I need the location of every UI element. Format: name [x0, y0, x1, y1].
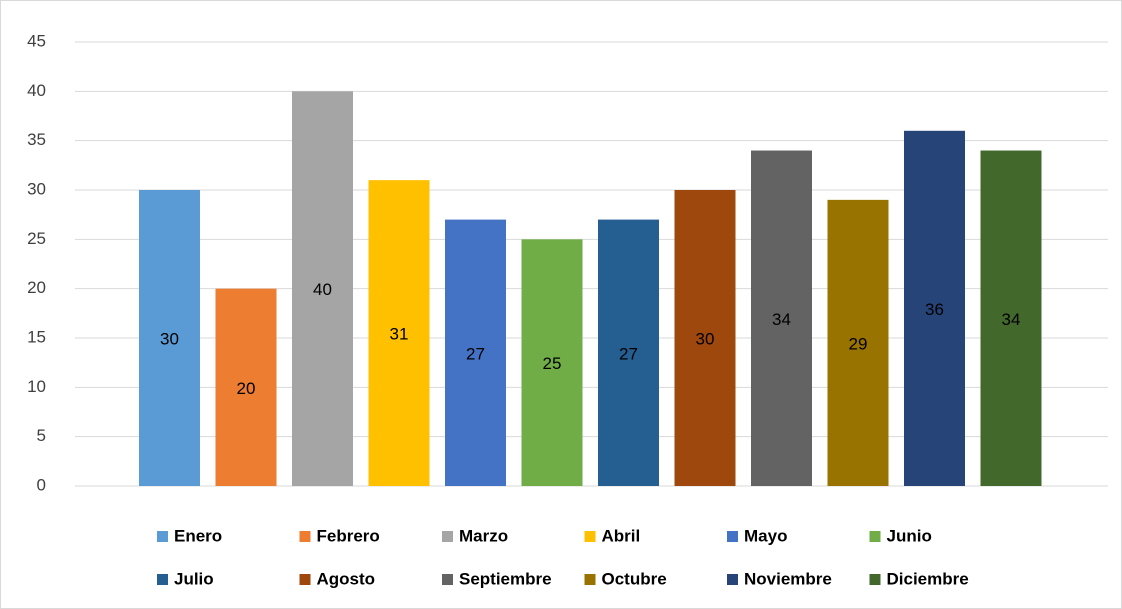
- legend-label: Agosto: [317, 569, 376, 588]
- data-label: 34: [772, 310, 791, 329]
- legend-label: Junio: [887, 526, 932, 545]
- y-tick-label: 40: [27, 81, 46, 100]
- legend-label: Octubre: [602, 569, 667, 588]
- data-label: 34: [1002, 310, 1021, 329]
- legend-swatch: [584, 574, 596, 585]
- bar: [445, 219, 506, 486]
- legend-swatch: [869, 574, 881, 585]
- y-tick-label: 25: [27, 229, 46, 248]
- legend-swatch: [869, 531, 881, 542]
- bar: [368, 180, 430, 486]
- legend-label: Mayo: [744, 526, 787, 545]
- bar: [139, 190, 200, 486]
- bar: [980, 150, 1042, 487]
- data-label: 25: [543, 354, 562, 373]
- y-tick-label: 35: [27, 130, 46, 149]
- bar: [751, 150, 812, 487]
- legend-label: Noviembre: [744, 569, 832, 588]
- y-tick-label: 10: [27, 377, 46, 396]
- legend-swatch: [299, 574, 311, 585]
- y-tick-label: 0: [37, 475, 46, 494]
- legend-label: Enero: [174, 526, 222, 545]
- y-tick-label: 15: [27, 327, 46, 346]
- bar: [292, 91, 353, 486]
- data-label: 31: [390, 325, 409, 344]
- legend-swatch: [584, 531, 596, 542]
- y-tick-label: 5: [37, 426, 46, 445]
- bar: [674, 190, 736, 486]
- data-label: 30: [696, 329, 715, 348]
- bar: [215, 288, 277, 486]
- bar: [904, 130, 965, 487]
- data-label: 27: [466, 344, 485, 363]
- bar: [598, 219, 659, 486]
- data-label: 29: [849, 334, 868, 353]
- bar: [521, 239, 583, 486]
- data-label: 36: [925, 300, 944, 319]
- legend-swatch: [299, 531, 311, 542]
- legend-label: Marzo: [459, 526, 508, 545]
- legend-label: Abril: [602, 526, 641, 545]
- legend-swatch: [157, 531, 168, 542]
- legend-swatch: [727, 574, 738, 585]
- bar: [827, 199, 889, 486]
- legend-swatch: [157, 574, 168, 585]
- legend-label: Diciembre: [887, 569, 969, 588]
- legend-label: Febrero: [317, 526, 380, 545]
- y-tick-label: 45: [27, 31, 46, 50]
- legend-label: Julio: [174, 569, 214, 588]
- data-label: 20: [237, 379, 256, 398]
- y-tick-label: 30: [27, 179, 46, 198]
- data-label: 40: [313, 280, 332, 299]
- legend-label: Septiembre: [459, 569, 552, 588]
- legend-swatch: [442, 531, 453, 542]
- legend-swatch: [727, 531, 738, 542]
- legend-swatch: [442, 574, 453, 585]
- data-label: 27: [619, 344, 638, 363]
- data-label: 30: [160, 329, 179, 348]
- y-tick-label: 20: [27, 278, 46, 297]
